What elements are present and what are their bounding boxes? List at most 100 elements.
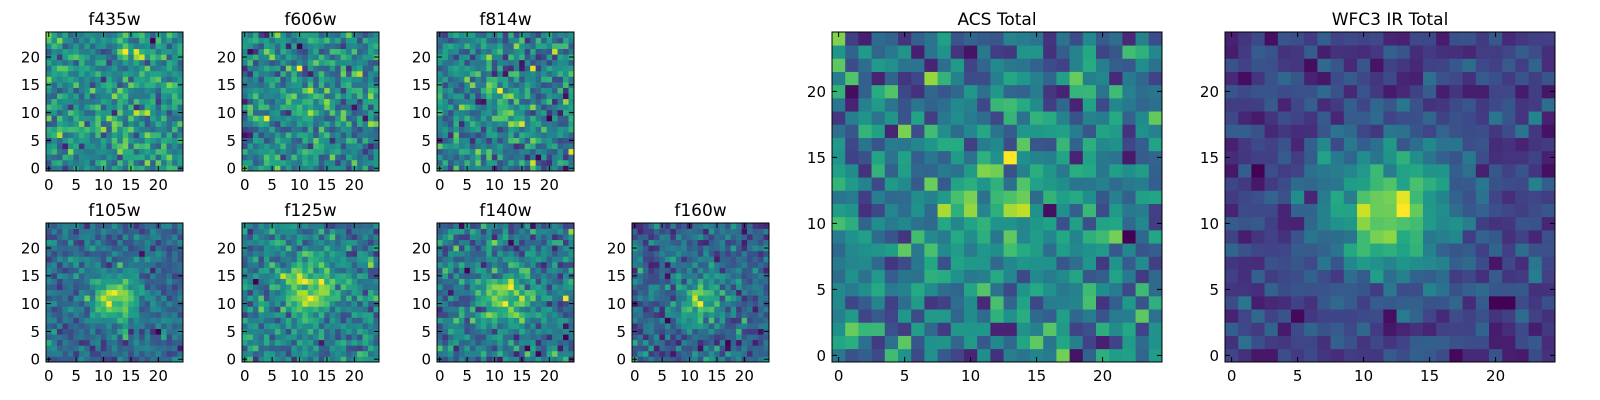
heatmap-cell xyxy=(458,289,465,296)
heatmap-cell xyxy=(911,164,925,178)
heatmap-cell xyxy=(497,323,504,329)
heatmap-cell xyxy=(464,334,471,341)
heatmap-cell xyxy=(758,223,764,229)
heatmap-cell xyxy=(155,328,162,335)
heatmap-cell xyxy=(362,223,369,229)
heatmap-cell xyxy=(139,317,145,324)
heatmap-cell xyxy=(302,48,309,55)
heatmap-cell xyxy=(329,267,336,274)
x-tick-label: 20 xyxy=(540,176,559,194)
heatmap-cell xyxy=(508,261,515,268)
heatmap-cell xyxy=(486,317,493,324)
heatmap-cell xyxy=(340,356,347,363)
heatmap-cell xyxy=(296,159,303,166)
heatmap-cell xyxy=(357,48,363,55)
heatmap-cell xyxy=(56,32,63,38)
heatmap-cell xyxy=(269,115,276,122)
heatmap-cell xyxy=(258,239,265,246)
heatmap-cell xyxy=(708,250,715,257)
heatmap-cell xyxy=(845,150,859,165)
heatmap-cell xyxy=(535,295,542,302)
heatmap-cell xyxy=(95,234,102,241)
heatmap-cell xyxy=(302,256,309,263)
heatmap-cell xyxy=(458,323,465,329)
heatmap-cell xyxy=(530,87,536,94)
heatmap-cell xyxy=(632,306,638,313)
heatmap-cell xyxy=(89,306,96,313)
heatmap-cell xyxy=(172,59,178,66)
heatmap-cell xyxy=(247,109,254,116)
heatmap-cell xyxy=(166,289,173,296)
x-tick-label: 5 xyxy=(267,176,277,194)
heatmap-cell xyxy=(648,223,655,229)
heatmap-cell xyxy=(100,256,107,263)
heatmap-cell xyxy=(122,120,129,127)
heatmap-cell xyxy=(1109,335,1123,350)
heatmap-cell xyxy=(274,143,281,150)
heatmap-cell xyxy=(486,289,493,296)
heatmap-cell xyxy=(357,154,363,161)
heatmap-cell xyxy=(247,223,254,229)
heatmap-cell xyxy=(89,48,96,55)
heatmap-cell xyxy=(280,143,287,150)
heatmap-cell xyxy=(373,239,380,246)
heatmap-cells xyxy=(832,32,1163,363)
heatmap-cell xyxy=(546,311,553,318)
heatmap-cell xyxy=(46,311,52,318)
heatmap-cell xyxy=(357,76,363,83)
heatmap-cell xyxy=(252,311,259,318)
heatmap-cell xyxy=(318,334,325,341)
heatmap-cell xyxy=(139,261,145,268)
heatmap-cell xyxy=(177,148,184,155)
heatmap-cell xyxy=(144,143,151,150)
heatmap-cell xyxy=(329,43,336,50)
heatmap-cell xyxy=(557,339,564,346)
heatmap-cell xyxy=(480,284,487,291)
heatmap-cell xyxy=(725,317,731,324)
heatmap-cell xyxy=(845,335,859,350)
heatmap-cell xyxy=(469,339,476,346)
heatmap-cell xyxy=(1043,282,1057,297)
heatmap-cell xyxy=(117,76,124,83)
heatmap-cell xyxy=(172,223,178,229)
heatmap-cell xyxy=(1056,322,1070,336)
heatmap-cell xyxy=(686,306,693,313)
heatmap-cell xyxy=(318,295,325,302)
heatmap-cell xyxy=(1148,203,1163,218)
heatmap-cell xyxy=(329,48,336,55)
heatmap-cell xyxy=(486,82,493,88)
heatmap-cell xyxy=(56,159,63,166)
heatmap-cell xyxy=(274,32,281,38)
heatmap-cell xyxy=(475,289,482,296)
heatmap-cell xyxy=(139,148,145,155)
heatmap-cell xyxy=(557,311,564,318)
heatmap-cell xyxy=(172,154,178,161)
heatmap-cell xyxy=(122,143,129,150)
heatmap-cell xyxy=(692,345,699,352)
heatmap-cell xyxy=(247,43,254,50)
heatmap-cell xyxy=(335,165,341,172)
heatmap-cell xyxy=(89,143,96,150)
heatmap-cell xyxy=(106,267,113,274)
heatmap-cell xyxy=(139,143,145,150)
heatmap-cell xyxy=(122,82,129,88)
heatmap-cell xyxy=(362,109,369,116)
heatmap-cell xyxy=(117,289,124,296)
heatmap-cell xyxy=(730,223,737,229)
heatmap-cell xyxy=(1069,296,1084,310)
heatmap-cell xyxy=(763,339,770,346)
heatmap-cell xyxy=(78,261,85,268)
heatmap-cell xyxy=(1003,256,1018,270)
heatmap-cell xyxy=(133,267,140,274)
heatmap-cell xyxy=(139,267,145,274)
heatmap-cell xyxy=(977,309,991,323)
heatmap-cell xyxy=(313,273,320,279)
heatmap-cell xyxy=(508,82,515,88)
heatmap-cell xyxy=(990,269,1004,284)
heatmap-cell xyxy=(313,317,320,324)
heatmap-cell xyxy=(1148,296,1163,310)
heatmap-cell xyxy=(491,289,498,296)
heatmap-cell xyxy=(51,70,58,77)
heatmap-cell xyxy=(252,289,259,296)
heatmap-cell xyxy=(1135,256,1150,270)
